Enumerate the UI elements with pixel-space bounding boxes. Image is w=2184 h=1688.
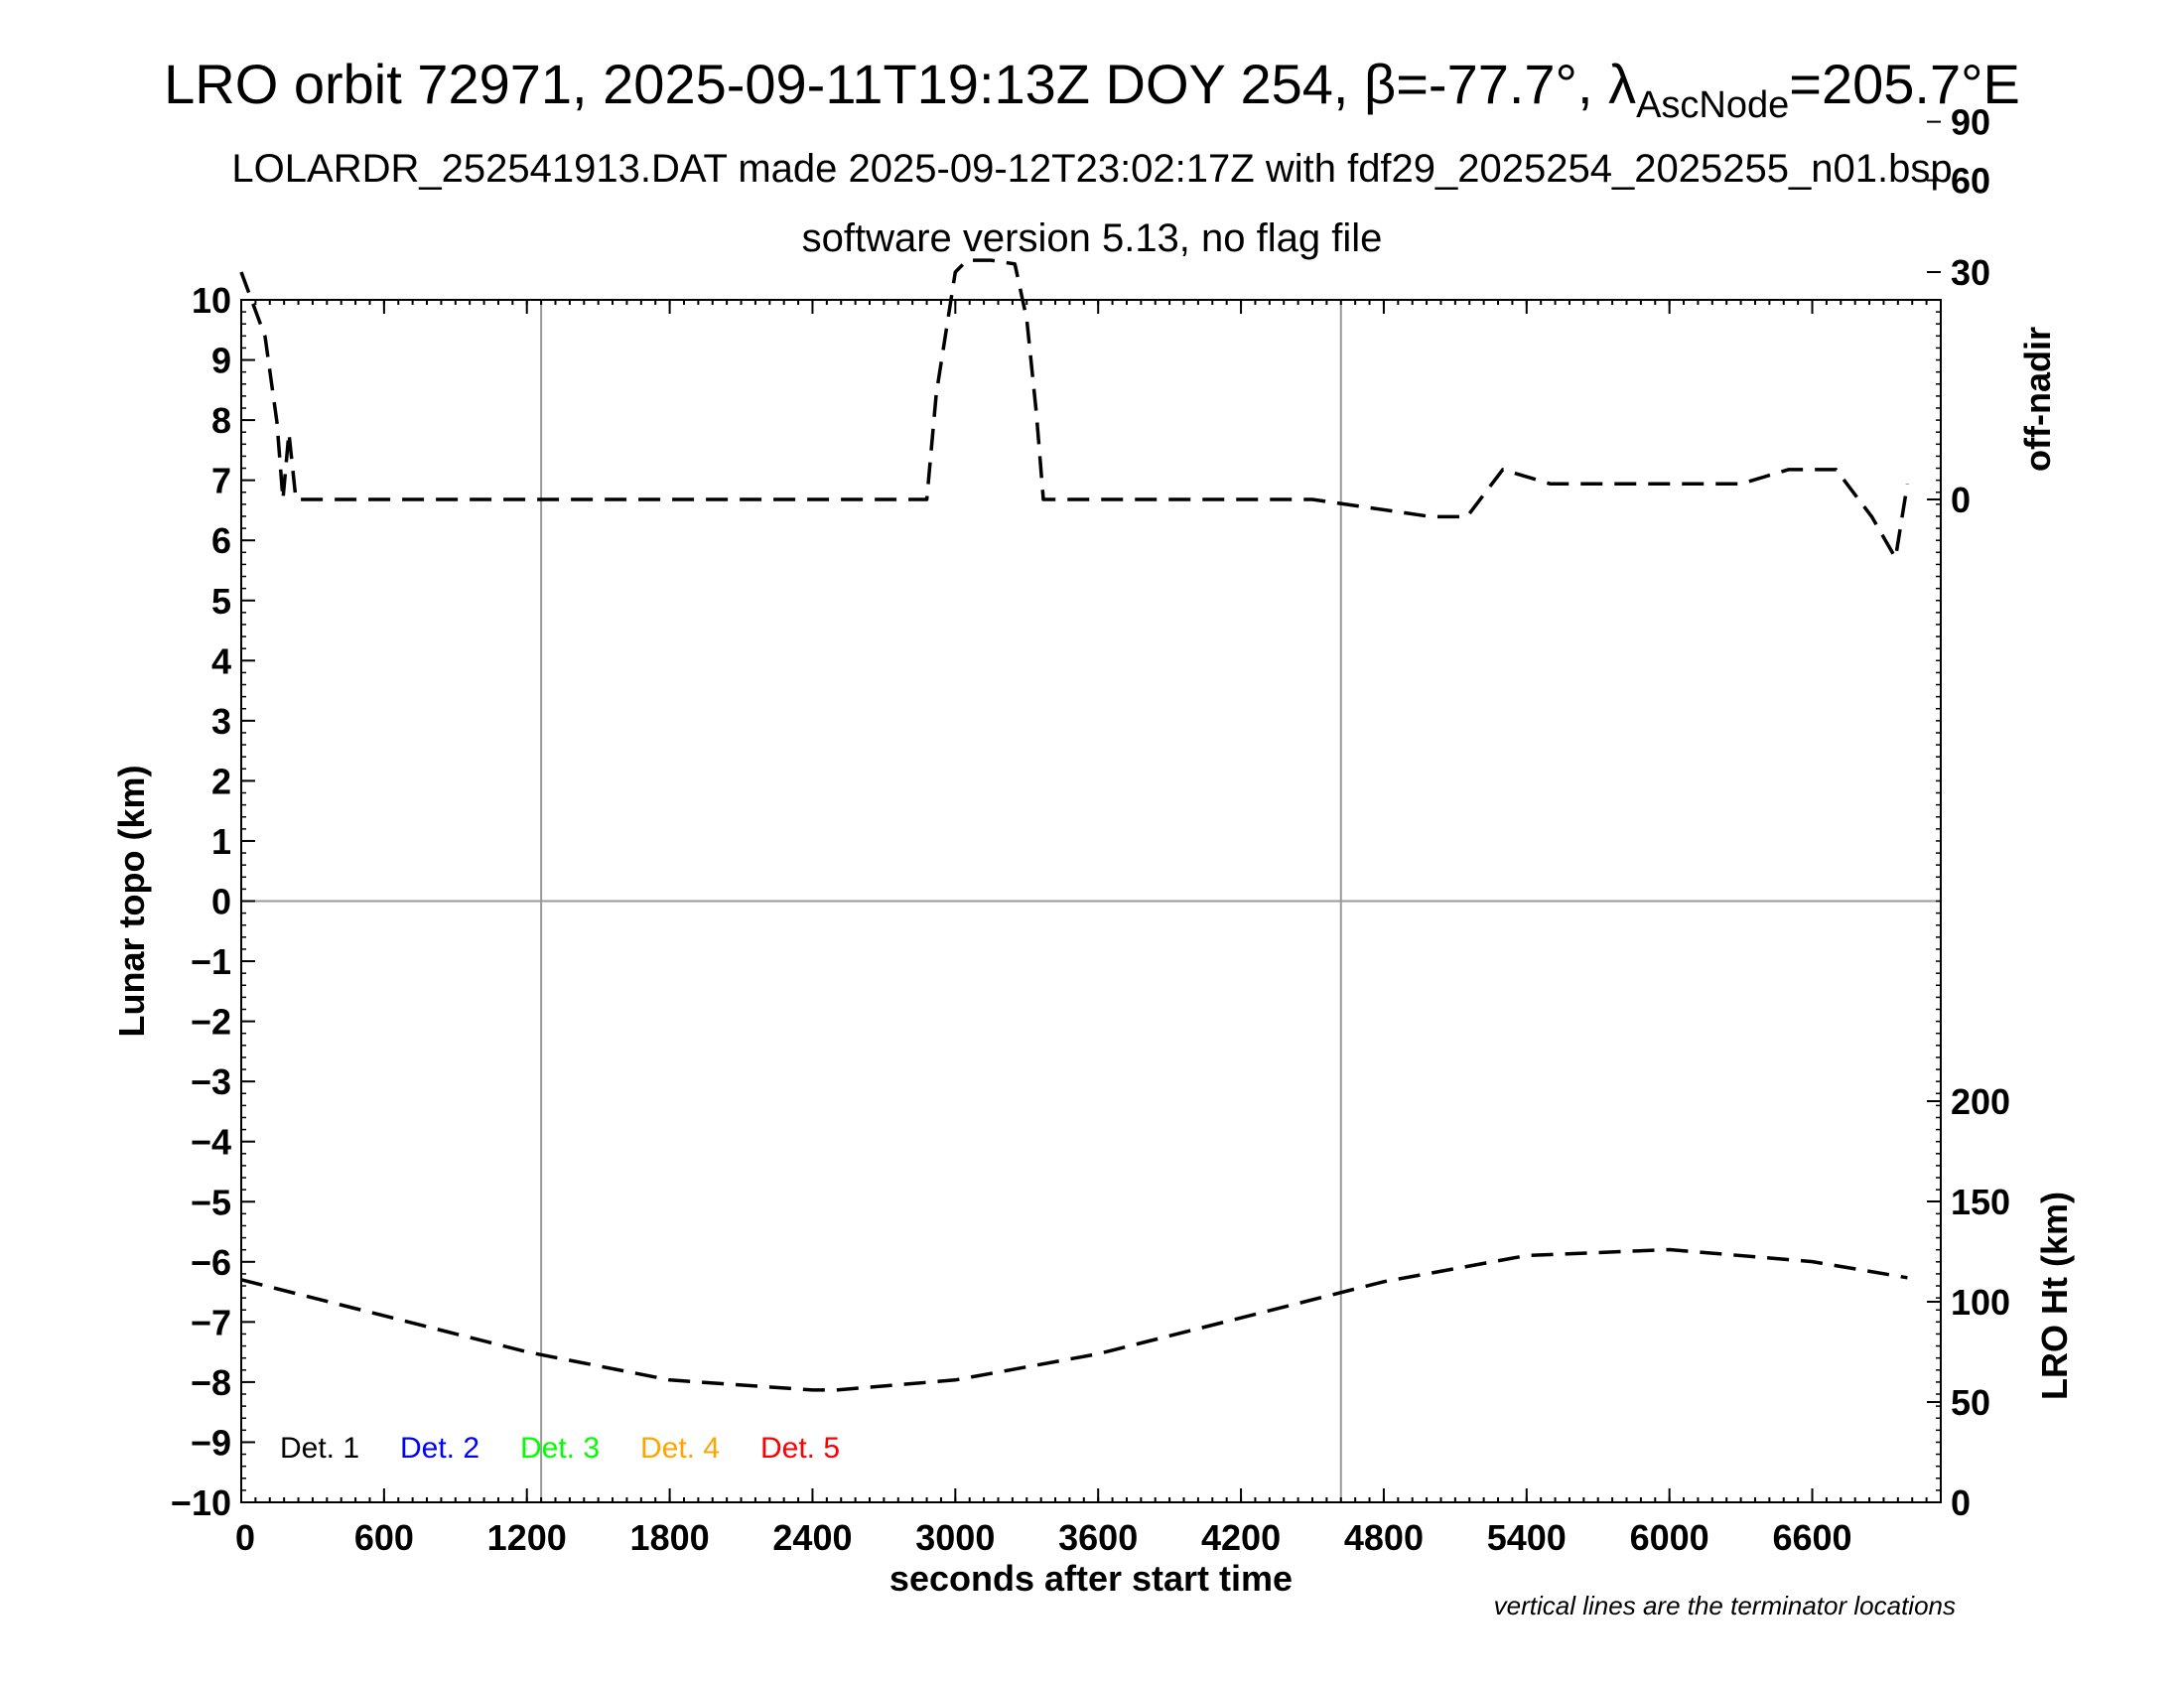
y-tick-label-left: 2 bbox=[211, 761, 231, 801]
y-tick-label-left: −6 bbox=[191, 1242, 231, 1283]
y-tick-label-left: 4 bbox=[211, 640, 231, 681]
y-tick-label-lro-height: 0 bbox=[1951, 1482, 1971, 1523]
x-tick-label: 1200 bbox=[487, 1517, 567, 1558]
legend-entry: Det. 5 bbox=[760, 1432, 840, 1465]
y-tick-label-off-nadir: 90 bbox=[1951, 102, 1990, 143]
y-tick-label-off-nadir: 60 bbox=[1951, 161, 1990, 202]
legend-entry: Det. 3 bbox=[520, 1432, 600, 1465]
x-tick-label: 0 bbox=[235, 1517, 255, 1558]
y-tick-label-left: 9 bbox=[211, 341, 231, 381]
y-tick-label-left: −8 bbox=[191, 1362, 231, 1403]
x-tick-label: 5400 bbox=[1487, 1517, 1567, 1558]
x-tick-label: 4200 bbox=[1201, 1517, 1281, 1558]
y-tick-label-left: −4 bbox=[191, 1122, 231, 1163]
y-tick-label-lro-height: 100 bbox=[1951, 1282, 2010, 1323]
x-tick-label: 6000 bbox=[1630, 1517, 1709, 1558]
x-tick-label: 2400 bbox=[772, 1517, 852, 1558]
title-subscript: AscNode bbox=[1636, 84, 1790, 126]
chart-title: LRO orbit 72971, 2025-09-11T19:13Z DOY 2… bbox=[0, 52, 2184, 127]
title-main: LRO orbit 72971, 2025-09-11T19:13Z DOY 2… bbox=[164, 53, 1637, 115]
series-lines bbox=[239, 258, 1910, 1392]
y-tick-label-off-nadir: 0 bbox=[1951, 480, 1971, 520]
x-tick-label: 3000 bbox=[915, 1517, 995, 1558]
x-tick-label: 1800 bbox=[630, 1517, 710, 1558]
y-tick-label-left: −10 bbox=[171, 1482, 231, 1523]
y-tick-label-left: 6 bbox=[211, 520, 231, 561]
legend: Det. 1 Det. 2 Det. 3 Det. 4 Det. 5 bbox=[280, 1432, 840, 1465]
y-tick-label-left: 10 bbox=[192, 280, 231, 321]
x-tick-label: 6600 bbox=[1772, 1517, 1851, 1558]
y-tick-label-left: −3 bbox=[191, 1061, 231, 1102]
chart-subtitle-2: software version 5.13, no flag file bbox=[801, 216, 1383, 260]
y-tick-label-lro-height: 150 bbox=[1951, 1182, 2010, 1222]
y-tick-label-left: 5 bbox=[211, 581, 231, 622]
y-tick-label-left: 3 bbox=[211, 701, 231, 742]
y-axis-title-left: Lunar topo (km) bbox=[111, 766, 152, 1038]
x-tick-label: 600 bbox=[354, 1517, 414, 1558]
off-nadir-line bbox=[239, 258, 1910, 560]
y-tick-label-left: −2 bbox=[191, 1002, 231, 1043]
y-tick-label-left: 7 bbox=[211, 461, 231, 501]
y-tick-label-left: −7 bbox=[191, 1302, 231, 1342]
x-tick-label: 4800 bbox=[1344, 1517, 1424, 1558]
tick-marks bbox=[240, 120, 1942, 1503]
y-tick-label-lro-height: 200 bbox=[1951, 1081, 2010, 1122]
y-tick-label-left: 8 bbox=[211, 400, 231, 441]
legend-entry: Det. 2 bbox=[400, 1432, 479, 1465]
title-tail: =205.7°E bbox=[1789, 53, 2020, 115]
legend-entry: Det. 4 bbox=[640, 1432, 720, 1465]
tick-labels: 0 600 1200 1800 2400 3000 3600 4200 4800 5400 6000… bbox=[171, 102, 2010, 1558]
y-tick-label-left: 0 bbox=[211, 882, 231, 922]
y-axis-title-off-nadir: off-nadir bbox=[2017, 327, 2058, 472]
terminator-note: vertical lines are the terminator locati… bbox=[1494, 1591, 1956, 1620]
x-axis-title: seconds after start time bbox=[889, 1558, 1293, 1599]
grid-lines bbox=[241, 300, 1941, 1502]
x-tick-label: 3600 bbox=[1058, 1517, 1138, 1558]
y-tick-label-off-nadir: 30 bbox=[1951, 252, 1990, 293]
y-axis-title-lro-height: LRO Ht (km) bbox=[2034, 1192, 2075, 1400]
y-tick-label-left: −1 bbox=[191, 941, 231, 982]
y-tick-label-left: 1 bbox=[211, 821, 231, 862]
chart-subtitle-1: LOLARDR_252541913.DAT made 2025-09-12T23… bbox=[231, 147, 1953, 191]
y-tick-label-lro-height: 50 bbox=[1951, 1382, 1990, 1423]
legend-entry: Det. 1 bbox=[280, 1432, 359, 1465]
lro-height-line bbox=[240, 1247, 1908, 1392]
y-tick-label-left: −5 bbox=[191, 1182, 231, 1222]
y-tick-label-left: −9 bbox=[191, 1422, 231, 1463]
